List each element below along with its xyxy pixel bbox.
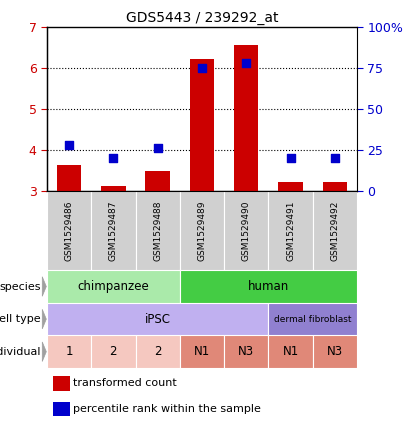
- Text: GSM1529487: GSM1529487: [109, 200, 118, 261]
- Text: GSM1529491: GSM1529491: [286, 200, 295, 261]
- Bar: [53, 376, 70, 390]
- Text: 2: 2: [154, 345, 162, 358]
- Text: chimpanzee: chimpanzee: [78, 280, 149, 293]
- Text: species: species: [0, 281, 41, 291]
- Bar: [224, 335, 268, 368]
- Point: [243, 60, 250, 67]
- Bar: [47, 270, 180, 303]
- Bar: [313, 190, 357, 270]
- Bar: [313, 335, 357, 368]
- Bar: [47, 190, 91, 270]
- Bar: [135, 190, 180, 270]
- Bar: [47, 303, 268, 335]
- Text: GSM1529488: GSM1529488: [153, 200, 162, 261]
- Bar: [278, 182, 303, 190]
- Polygon shape: [42, 309, 46, 329]
- Bar: [323, 181, 347, 190]
- Text: dermal fibroblast: dermal fibroblast: [274, 315, 351, 324]
- Text: 2: 2: [110, 345, 117, 358]
- Bar: [180, 335, 224, 368]
- Text: N3: N3: [238, 345, 254, 358]
- Text: N1: N1: [282, 345, 299, 358]
- Bar: [135, 335, 180, 368]
- Title: GDS5443 / 239292_at: GDS5443 / 239292_at: [126, 11, 278, 25]
- Text: iPSC: iPSC: [145, 313, 171, 326]
- Point: [332, 154, 338, 161]
- Point: [287, 154, 294, 161]
- Bar: [180, 190, 224, 270]
- Bar: [268, 190, 313, 270]
- Text: transformed count: transformed count: [73, 379, 177, 388]
- Text: GSM1529486: GSM1529486: [64, 200, 73, 261]
- Bar: [268, 335, 313, 368]
- Polygon shape: [42, 277, 46, 296]
- Bar: [268, 303, 357, 335]
- Polygon shape: [42, 342, 46, 362]
- Text: GSM1529492: GSM1529492: [330, 200, 339, 261]
- Bar: [190, 59, 214, 190]
- Bar: [101, 186, 126, 190]
- Text: N1: N1: [194, 345, 210, 358]
- Bar: [224, 190, 268, 270]
- Text: GSM1529490: GSM1529490: [242, 200, 251, 261]
- Bar: [180, 270, 357, 303]
- Point: [199, 65, 205, 71]
- Text: cell type: cell type: [0, 314, 41, 324]
- Point: [110, 154, 117, 161]
- Bar: [146, 171, 170, 190]
- Text: GSM1529489: GSM1529489: [197, 200, 206, 261]
- Bar: [91, 335, 135, 368]
- Text: human: human: [248, 280, 289, 293]
- Bar: [91, 190, 135, 270]
- Point: [154, 145, 161, 151]
- Point: [66, 141, 72, 148]
- Bar: [53, 402, 70, 416]
- Text: individual: individual: [0, 347, 41, 357]
- Text: 1: 1: [65, 345, 73, 358]
- Bar: [234, 44, 258, 190]
- Text: N3: N3: [327, 345, 343, 358]
- Bar: [57, 165, 81, 190]
- Text: percentile rank within the sample: percentile rank within the sample: [73, 404, 261, 414]
- Bar: [47, 335, 91, 368]
